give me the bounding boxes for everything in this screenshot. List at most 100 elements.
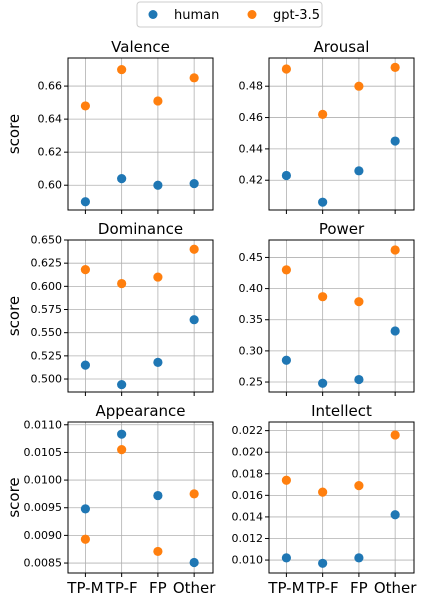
point-human-Other <box>189 557 199 568</box>
point-human-Other <box>189 315 199 325</box>
point-human-TP-F <box>318 558 328 568</box>
point-human-Other <box>189 178 199 189</box>
point-gpt-3.5-FP <box>153 272 163 282</box>
point-gpt-3.5-Other <box>189 73 199 83</box>
point-gpt-3.5-TP-M <box>80 534 90 544</box>
point-gpt-3.5-Other <box>189 489 199 499</box>
y-tick-label: 0.600 <box>31 280 63 293</box>
panel-title-dominance: Dominance <box>98 220 183 238</box>
panel-valence: Valence 0.60 0.62 0.64 0.66 score <box>5 38 214 214</box>
point-human-TP-F <box>117 174 127 184</box>
panel-title-power: Power <box>319 220 365 238</box>
point-human-FP <box>354 166 364 176</box>
panel-dominance: Dominance 0.500 0.525 0.550 0.575 0.600 0.625 0… <box>5 220 214 396</box>
panel-arousal: Arousal 0.42 0.44 0.46 0.48 <box>239 38 415 214</box>
point-gpt-3.5-TP-F <box>318 109 328 120</box>
point-gpt-3.5-TP-F <box>117 445 127 455</box>
y-tick-label: 0.0110 <box>24 418 63 431</box>
point-gpt-3.5-Other <box>390 430 400 440</box>
plot-frame <box>268 421 415 574</box>
y-tick-label: 0.0090 <box>24 529 63 542</box>
point-gpt-3.5-TP-M <box>80 265 90 275</box>
y-tick-label: 0.64 <box>38 113 63 126</box>
y-tick-label: 0.575 <box>31 303 63 316</box>
point-gpt-3.5-TP-F <box>117 64 127 75</box>
legend-marker-human <box>148 10 158 19</box>
y-axis-label: score <box>5 296 23 336</box>
point-gpt-3.5-Other <box>390 245 400 255</box>
x-tick-label: FP <box>350 579 368 597</box>
point-human-TP-M <box>281 553 291 563</box>
point-gpt-3.5-TP-M <box>281 265 291 275</box>
y-tick-label: 0.625 <box>31 257 63 270</box>
y-tick-label: 0.0085 <box>24 557 63 570</box>
point-gpt-3.5-TP-F <box>117 278 127 289</box>
x-tick-label: TP-M <box>267 579 304 597</box>
y-tick-label: 0.550 <box>31 326 63 339</box>
point-gpt-3.5-FP <box>153 96 163 106</box>
y-tick-label: 0.46 <box>239 111 264 124</box>
point-human-Other <box>390 326 400 336</box>
legend-frame <box>136 1 323 28</box>
y-tick-label: 0.650 <box>31 234 63 247</box>
point-human-FP <box>354 374 364 385</box>
y-tick-label: 0.014 <box>232 510 264 523</box>
y-tick-label: 0.010 <box>232 554 264 567</box>
point-gpt-3.5-Other <box>189 244 199 254</box>
y-tick-label: 0.0105 <box>24 446 63 459</box>
y-tick-label: 0.525 <box>31 349 63 362</box>
y-tick-label: 0.45 <box>239 251 264 264</box>
point-human-TP-M <box>281 170 291 181</box>
y-tick-label: 0.020 <box>232 446 264 459</box>
y-tick-label: 0.40 <box>239 282 264 295</box>
legend-label-human: human <box>174 8 219 23</box>
y-tick-label: 0.018 <box>232 467 264 480</box>
y-tick-label: 0.42 <box>239 174 264 187</box>
y-tick-label: 0.012 <box>232 532 264 545</box>
point-gpt-3.5-TP-F <box>318 487 328 497</box>
point-human-Other <box>390 136 400 146</box>
point-human-FP <box>354 553 364 563</box>
point-gpt-3.5-FP <box>354 297 364 307</box>
y-axis-label: score <box>5 477 23 517</box>
y-tick-label: 0.48 <box>239 80 264 93</box>
panel-appearance: Appearance 0.0085 0.0090 0.0095 0.0100 0.0105… <box>5 402 216 597</box>
x-tick-label: TP-F <box>105 579 138 597</box>
y-tick-label: 0.0095 <box>24 501 63 514</box>
point-human-TP-F <box>117 379 127 390</box>
y-tick-label: 0.66 <box>38 80 63 93</box>
point-human-FP <box>153 180 163 190</box>
point-human-FP <box>153 490 163 501</box>
panel-title-appearance: Appearance <box>95 402 185 420</box>
y-tick-label: 0.25 <box>239 376 264 389</box>
panel-power: Power 0.25 0.30 0.35 0.40 0.45 <box>239 220 415 396</box>
y-tick-label: 0.016 <box>232 489 264 502</box>
y-tick-label: 0.44 <box>239 142 264 155</box>
y-tick-label: 0.60 <box>38 179 63 192</box>
point-gpt-3.5-TP-M <box>281 64 291 74</box>
legend-label-gpt-3.5: gpt-3.5 <box>273 8 320 23</box>
panels-grid: Valence 0.60 0.62 0.64 0.66 score Arousal 0.42 0… <box>5 38 417 597</box>
point-human-Other <box>390 510 400 520</box>
point-human-FP <box>153 357 163 367</box>
x-tick-label: FP <box>149 579 167 597</box>
point-human-TP-M <box>80 504 90 514</box>
x-tick-label: Other <box>374 579 417 597</box>
y-axis-label: score <box>5 114 23 154</box>
point-gpt-3.5-TP-M <box>80 101 90 111</box>
point-gpt-3.5-FP <box>153 546 163 557</box>
point-human-TP-F <box>318 378 328 388</box>
plot-frame <box>67 239 214 393</box>
y-tick-label: 0.30 <box>239 344 264 357</box>
point-human-TP-M <box>281 355 291 365</box>
point-gpt-3.5-Other <box>390 62 400 73</box>
point-gpt-3.5-TP-M <box>281 475 291 485</box>
y-tick-label: 0.022 <box>232 424 264 437</box>
y-tick-label: 0.500 <box>31 373 63 386</box>
legend: human gpt-3.5 <box>136 1 323 28</box>
point-gpt-3.5-FP <box>354 481 364 491</box>
plot-frame <box>67 57 214 211</box>
plot-frame <box>268 57 415 211</box>
point-gpt-3.5-FP <box>354 81 364 91</box>
